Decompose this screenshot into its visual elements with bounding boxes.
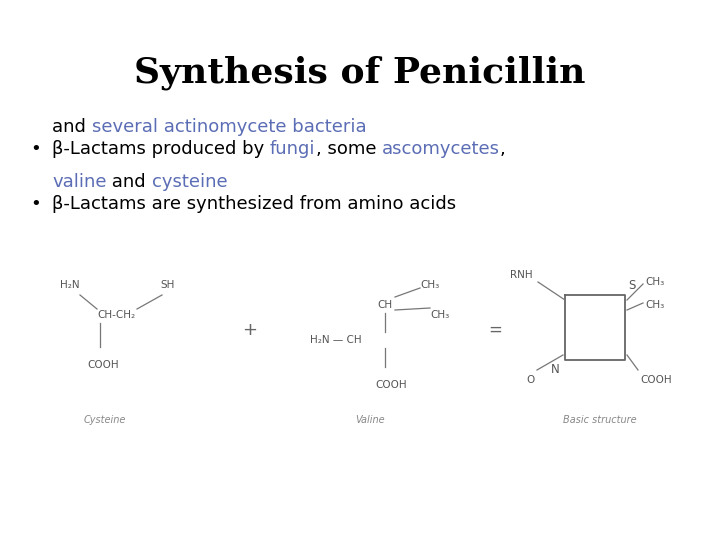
Text: ascomycetes: ascomycetes xyxy=(382,140,500,158)
Text: valine: valine xyxy=(52,173,107,191)
Text: and: and xyxy=(107,173,152,191)
Text: CH₃: CH₃ xyxy=(420,280,439,290)
Text: +: + xyxy=(243,321,258,339)
Text: Valine: Valine xyxy=(355,415,384,425)
Text: Basic structure: Basic structure xyxy=(563,415,636,425)
Text: =: = xyxy=(488,321,502,339)
Text: O: O xyxy=(527,375,535,385)
Text: COOH: COOH xyxy=(87,360,119,370)
Text: COOH: COOH xyxy=(640,375,672,385)
Text: several actinomycete bacteria: several actinomycete bacteria xyxy=(91,118,366,136)
Text: Synthesis of Penicillin: Synthesis of Penicillin xyxy=(134,55,586,90)
Text: N: N xyxy=(552,363,560,376)
Text: fungi: fungi xyxy=(270,140,315,158)
Text: S: S xyxy=(628,279,635,292)
Text: Cysteine: Cysteine xyxy=(84,415,126,425)
Text: cysteine: cysteine xyxy=(152,173,228,191)
Text: ,: , xyxy=(500,140,505,158)
Text: CH₃: CH₃ xyxy=(645,300,665,310)
Text: , some: , some xyxy=(315,140,382,158)
Text: •: • xyxy=(30,195,41,213)
Text: CH₃: CH₃ xyxy=(430,310,449,320)
Text: CH₃: CH₃ xyxy=(645,277,665,287)
Text: and: and xyxy=(52,118,91,136)
Text: RNH: RNH xyxy=(510,270,533,280)
Text: •: • xyxy=(30,140,41,158)
Text: H₂N: H₂N xyxy=(60,280,80,290)
Text: CH-CH₂: CH-CH₂ xyxy=(97,310,135,320)
Text: β-Lactams produced by: β-Lactams produced by xyxy=(52,140,270,158)
Text: H₂N — CH: H₂N — CH xyxy=(310,335,361,345)
Text: β-Lactams are synthesized from amino acids: β-Lactams are synthesized from amino aci… xyxy=(52,195,456,213)
Text: CH: CH xyxy=(377,300,392,310)
Text: SH: SH xyxy=(160,280,174,290)
Text: COOH: COOH xyxy=(375,380,407,390)
